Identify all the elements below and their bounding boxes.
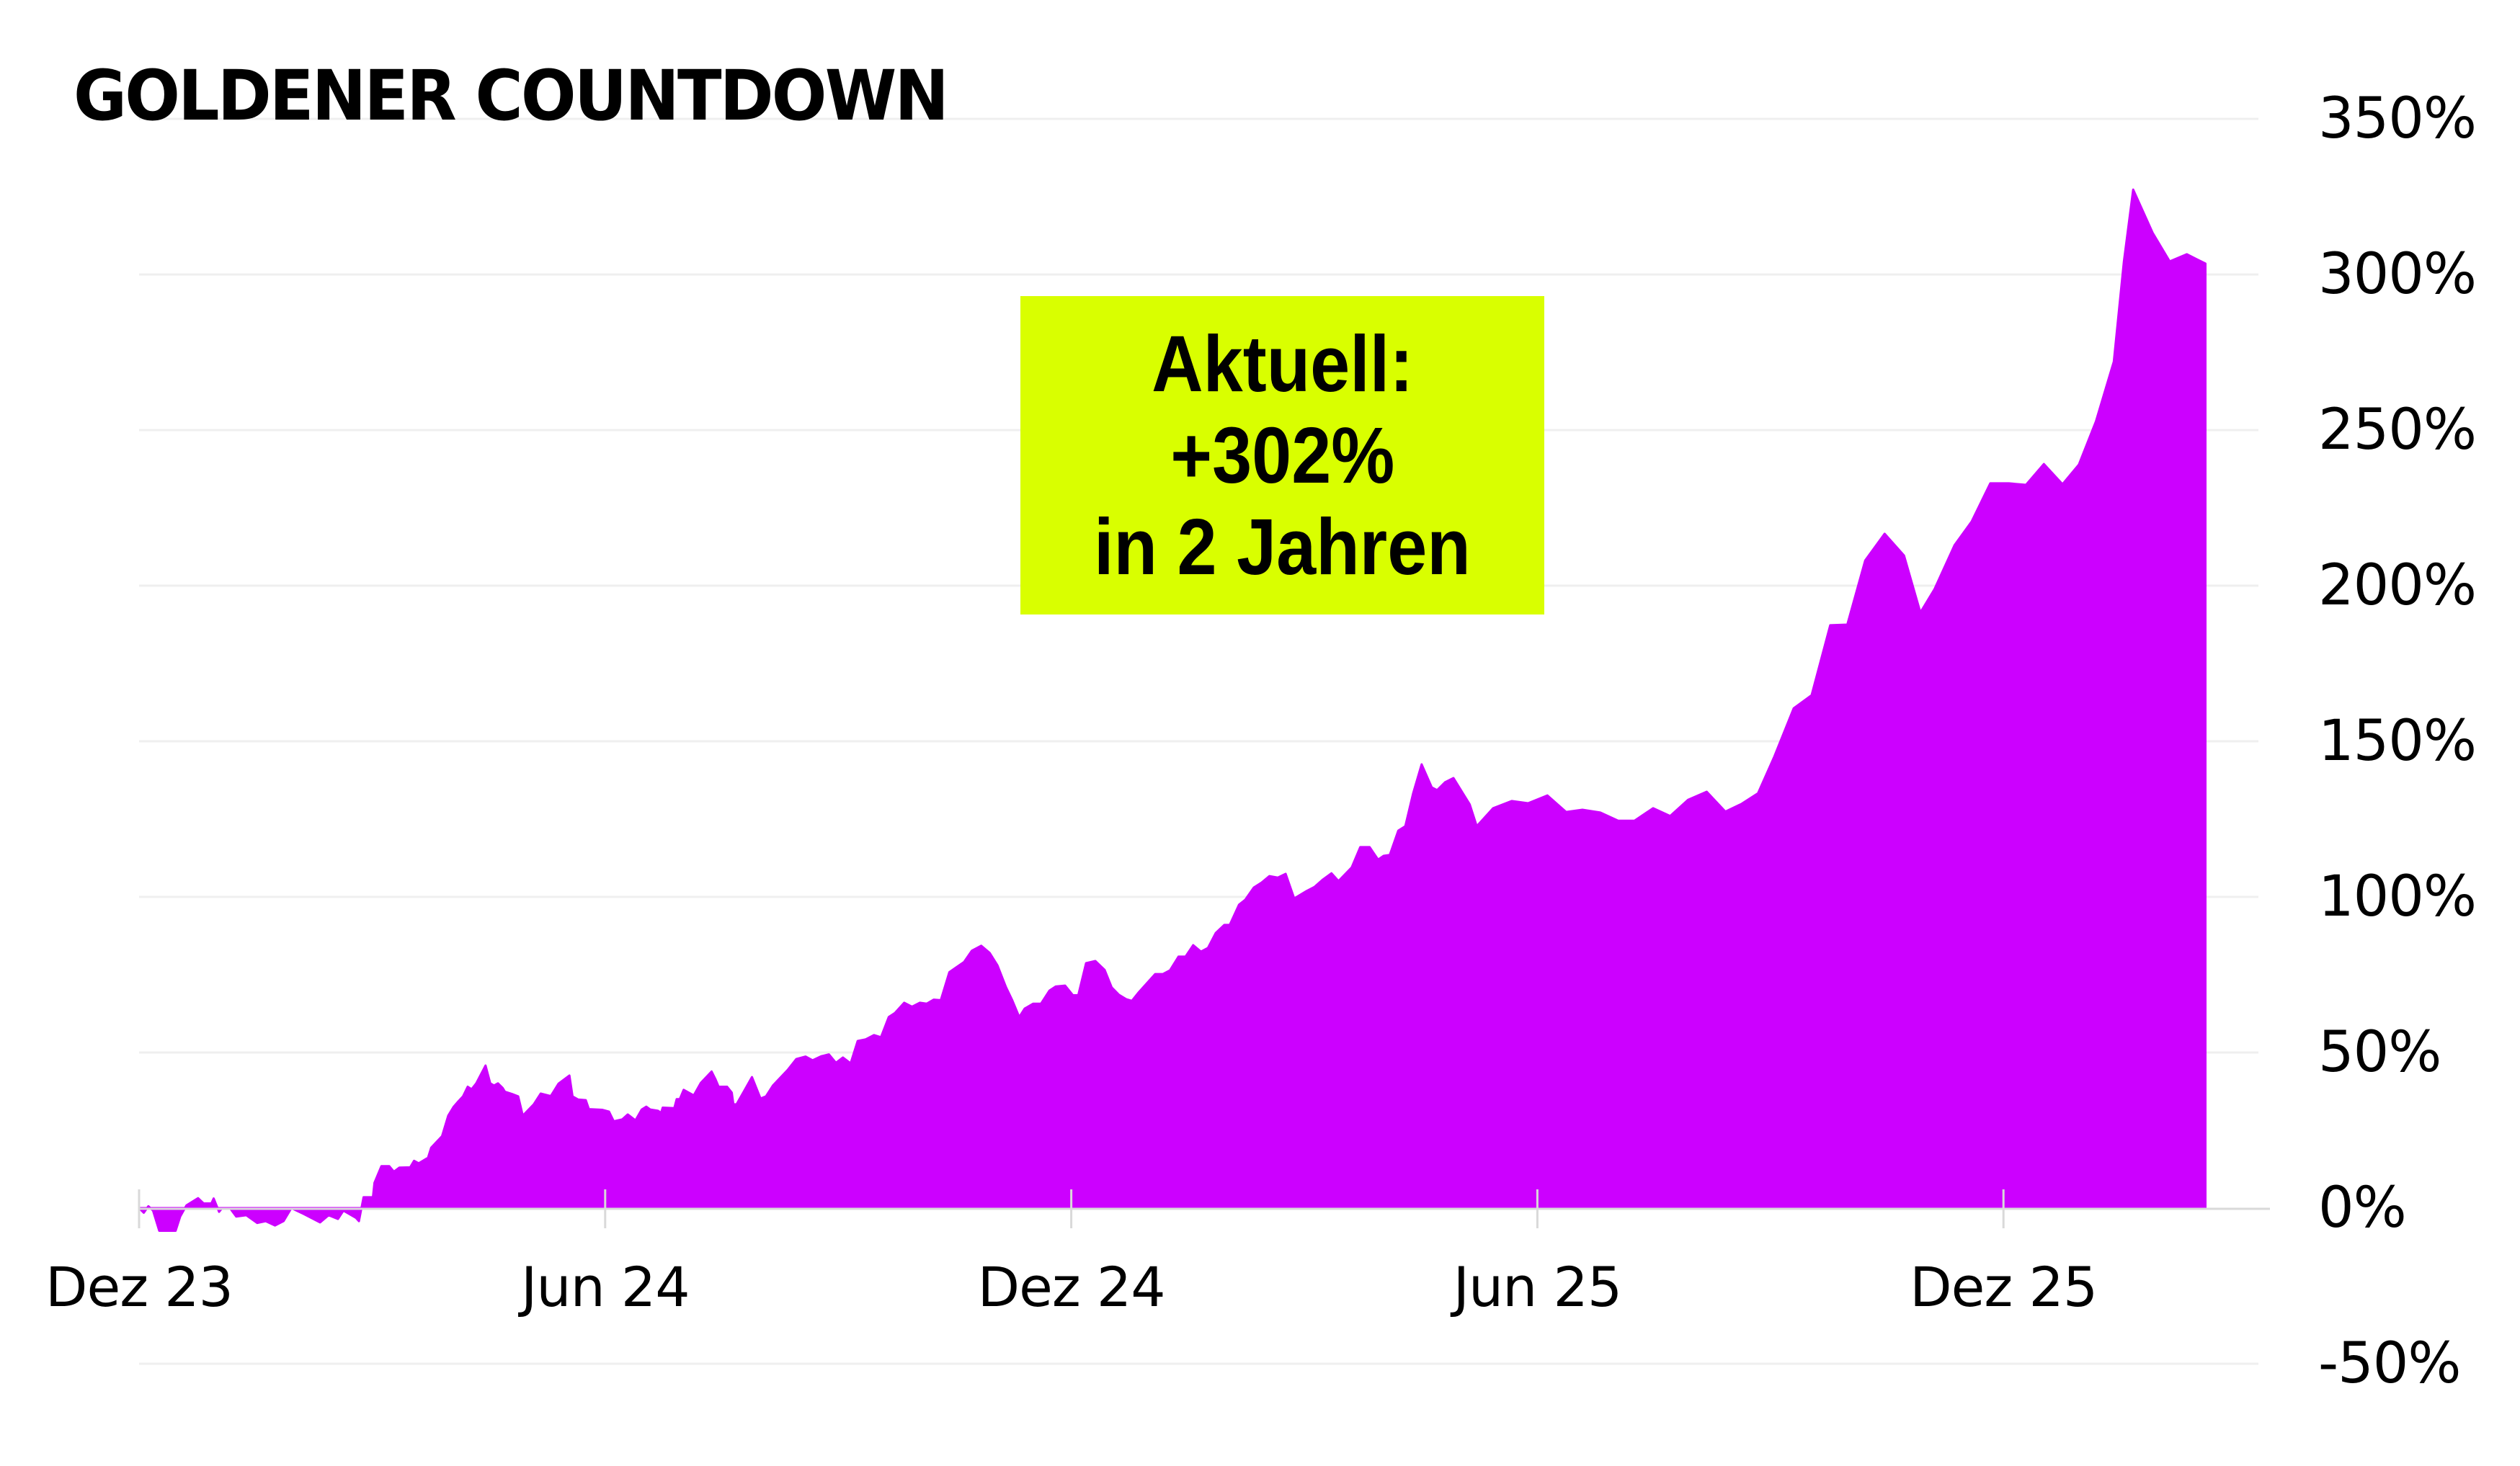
x-tick-label: Jun 24 — [520, 1255, 690, 1319]
y-tick-label: 50% — [2318, 1020, 2441, 1085]
y-tick-label: 200% — [2318, 553, 2477, 618]
x-axis — [138, 1189, 2270, 1228]
x-tick-label: Dez 24 — [977, 1255, 1166, 1319]
y-tick-label: 100% — [2318, 864, 2477, 929]
y-tick-label: 150% — [2318, 709, 2477, 774]
callout-value: +302% — [1170, 411, 1395, 500]
y-tick-label: 350% — [2318, 86, 2477, 151]
annotation-callout: Aktuell: +302% in 2 Jahren — [1020, 296, 1544, 614]
callout-period: in 2 Jahren — [1094, 502, 1471, 591]
y-tick-label: -50% — [2318, 1331, 2462, 1396]
x-tick-label: Jun 25 — [1453, 1255, 1623, 1319]
y-tick-label: 0% — [2318, 1176, 2407, 1241]
chart-title: GOLDENER COUNTDOWN — [74, 55, 949, 136]
x-tick-label: Dez 23 — [45, 1255, 233, 1319]
callout-label: Aktuell: — [1151, 319, 1414, 408]
performance-area — [138, 188, 2207, 1232]
x-tick-label: Dez 25 — [1910, 1255, 2098, 1319]
y-tick-label: 300% — [2318, 242, 2477, 307]
y-tick-label: 250% — [2318, 398, 2477, 462]
